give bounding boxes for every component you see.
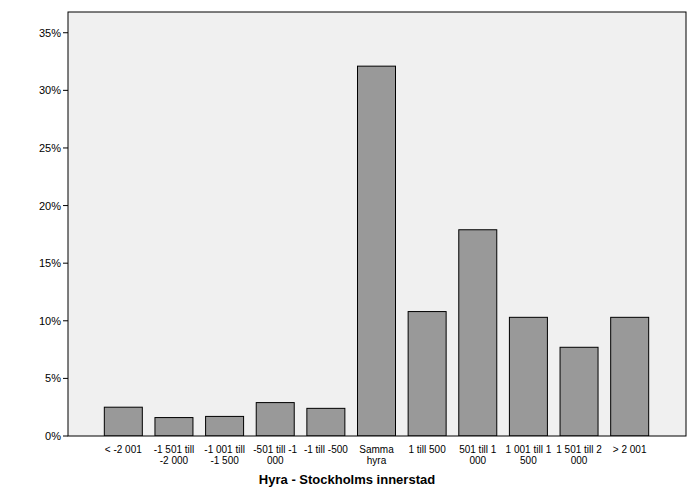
y-tick	[63, 90, 68, 91]
x-tick-label: > 2 001	[613, 444, 647, 455]
y-tick-label: 35%	[39, 27, 61, 39]
y-tick-label: 25%	[39, 142, 61, 154]
bar	[307, 408, 345, 436]
x-tick-label: 1 501 till 2000	[556, 444, 602, 466]
x-tick-label-line: -501 till -1	[253, 444, 297, 455]
bar	[509, 317, 547, 436]
x-tick-label: -1 till -500	[304, 444, 348, 455]
bar	[408, 312, 446, 436]
y-tick-label: 10%	[39, 315, 61, 327]
x-tick-label: -1 501 till-2 000	[154, 444, 195, 466]
x-tick-label: 501 till 1000	[459, 444, 497, 466]
y-tick	[63, 205, 68, 206]
x-tick-label-line: -2 000	[160, 455, 189, 466]
plot-frame	[68, 12, 686, 436]
plot-background	[68, 12, 686, 436]
bar	[155, 418, 193, 436]
y-tick	[63, 378, 68, 379]
x-tick-label: 1 001 till 1500	[506, 444, 552, 466]
x-tick-label-line: 1 till 500	[409, 444, 447, 455]
y-tick-label: 15%	[39, 257, 61, 269]
x-tick-label-line: hyra	[367, 455, 387, 466]
bars	[104, 66, 648, 436]
bar	[560, 347, 598, 436]
x-tick-label: -1 001 till-1 500	[204, 444, 245, 466]
bar	[358, 66, 396, 436]
y-tick	[63, 320, 68, 321]
x-tick-label: 1 till 500	[409, 444, 447, 455]
chart: 0% 5% 10% 15% 20% 25% 30% 35% < -2 001 -1 501 til…	[0, 0, 700, 500]
y-tick	[63, 32, 68, 33]
x-tick-label: < -2 001	[105, 444, 142, 455]
x-tick-label-line: Samma	[359, 444, 394, 455]
x-tick-label-line: -1 till -500	[304, 444, 348, 455]
x-tick-label-line: 501 till 1	[459, 444, 497, 455]
y-tick-label: 5%	[45, 372, 61, 384]
bar	[104, 407, 142, 436]
y-tick	[63, 436, 68, 437]
y-tick	[63, 147, 68, 148]
y-tick-label: 20%	[39, 200, 61, 212]
y-tick	[63, 263, 68, 264]
x-tick-label-line: 000	[469, 455, 486, 466]
bar	[256, 403, 294, 436]
x-tick-label-line: 1 001 till 1	[506, 444, 552, 455]
x-tick-label-line: 000	[267, 455, 284, 466]
x-tick-label-line: -1 001 till	[204, 444, 245, 455]
bar	[611, 317, 649, 436]
x-tick-label-line: -1 501 till	[154, 444, 195, 455]
x-axis-label: Hyra - Stockholms innerstad	[259, 472, 435, 487]
x-tick-label-line: 1 501 till 2	[556, 444, 602, 455]
x-tick-label-line: > 2 001	[613, 444, 647, 455]
y-tick-label: 0%	[45, 430, 61, 442]
x-tick-label: -501 till -1000	[253, 444, 297, 466]
bar	[459, 230, 497, 436]
x-tick-label-line: -1 500	[210, 455, 239, 466]
x-tick-label: Sammahyra	[359, 444, 394, 466]
bar	[206, 416, 244, 436]
x-tick-label-line: 000	[571, 455, 588, 466]
x-tick-label-line: 500	[520, 455, 537, 466]
x-tick-label-line: < -2 001	[105, 444, 142, 455]
y-tick-label: 30%	[39, 84, 61, 96]
